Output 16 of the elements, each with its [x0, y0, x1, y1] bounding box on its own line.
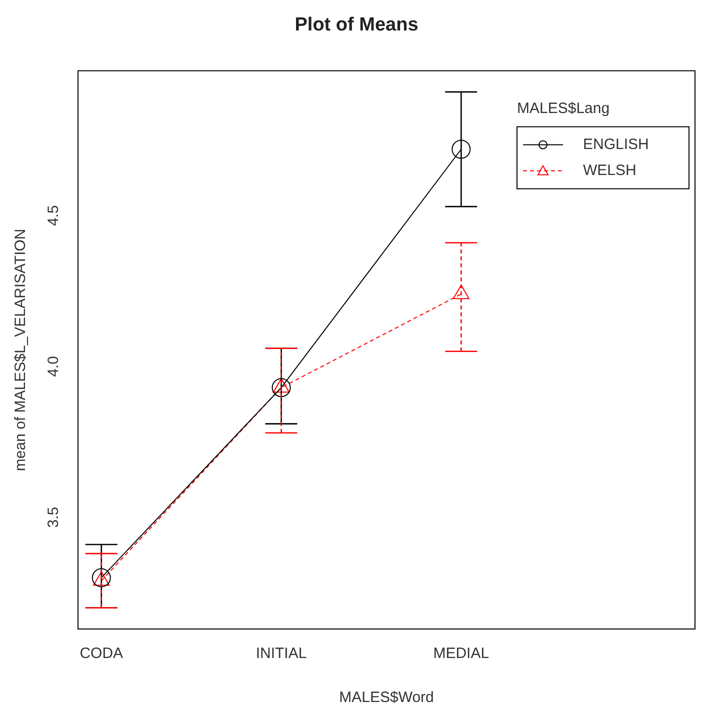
point [272, 378, 290, 393]
x-tick-label: INITIAL [256, 645, 307, 662]
x-axis-title: MALES$Word [339, 689, 434, 706]
point [452, 284, 470, 300]
point [452, 140, 471, 159]
legend-title: MALES$Lang [517, 100, 610, 117]
y-axis-title: mean of MALES$L_VELARISATION [12, 228, 30, 472]
y-tick-label: 4.0 [45, 356, 62, 377]
y-tick-label: 4.5 [45, 205, 62, 226]
chart-title: Plot of Means [294, 14, 418, 36]
x-tick-label: CODA [80, 645, 124, 662]
y-tick-label: 3.5 [45, 506, 62, 528]
legend-label: WELSH [583, 162, 636, 179]
legend-label: ENGLISH [583, 136, 649, 153]
point [93, 571, 110, 586]
x-tick-label: MEDIAL [433, 645, 490, 662]
